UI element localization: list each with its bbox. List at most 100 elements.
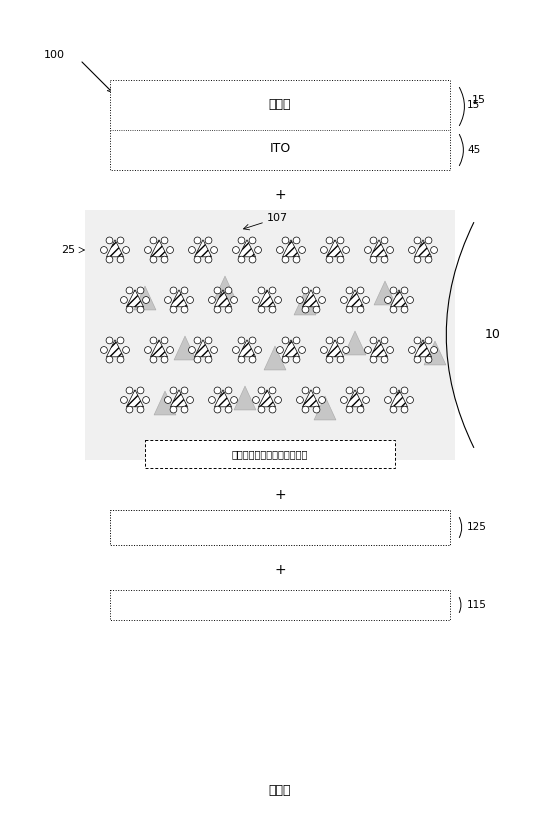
Circle shape bbox=[137, 287, 144, 294]
Polygon shape bbox=[371, 340, 387, 357]
Circle shape bbox=[401, 387, 408, 394]
Polygon shape bbox=[264, 346, 286, 370]
Circle shape bbox=[320, 246, 328, 253]
Circle shape bbox=[214, 306, 221, 313]
Circle shape bbox=[385, 397, 391, 403]
Circle shape bbox=[249, 237, 256, 244]
Circle shape bbox=[194, 237, 201, 244]
Circle shape bbox=[233, 347, 239, 353]
Circle shape bbox=[277, 347, 283, 353]
Circle shape bbox=[425, 237, 432, 244]
Circle shape bbox=[258, 287, 265, 294]
Circle shape bbox=[337, 337, 344, 344]
Circle shape bbox=[319, 296, 325, 303]
Circle shape bbox=[164, 397, 172, 403]
Circle shape bbox=[381, 256, 388, 263]
Circle shape bbox=[381, 337, 388, 344]
Circle shape bbox=[238, 237, 245, 244]
Circle shape bbox=[106, 237, 113, 244]
Circle shape bbox=[143, 397, 149, 403]
Circle shape bbox=[269, 406, 276, 413]
Circle shape bbox=[269, 387, 276, 394]
Circle shape bbox=[126, 306, 133, 313]
Polygon shape bbox=[154, 391, 176, 415]
Circle shape bbox=[167, 246, 173, 253]
Circle shape bbox=[150, 256, 157, 263]
Circle shape bbox=[430, 246, 438, 253]
Circle shape bbox=[150, 357, 157, 363]
Polygon shape bbox=[134, 286, 156, 310]
Circle shape bbox=[381, 237, 388, 244]
Polygon shape bbox=[391, 290, 408, 306]
Circle shape bbox=[269, 287, 276, 294]
Polygon shape bbox=[371, 240, 387, 257]
Circle shape bbox=[297, 296, 304, 303]
Circle shape bbox=[346, 306, 353, 313]
Circle shape bbox=[326, 337, 333, 344]
Circle shape bbox=[106, 357, 113, 363]
Circle shape bbox=[194, 256, 201, 263]
Circle shape bbox=[137, 387, 144, 394]
Circle shape bbox=[209, 296, 215, 303]
Circle shape bbox=[313, 306, 320, 313]
Polygon shape bbox=[107, 340, 124, 357]
Circle shape bbox=[363, 296, 369, 303]
Circle shape bbox=[277, 246, 283, 253]
Circle shape bbox=[214, 287, 221, 294]
Circle shape bbox=[302, 387, 309, 394]
Polygon shape bbox=[294, 291, 316, 315]
Circle shape bbox=[381, 357, 388, 363]
Circle shape bbox=[161, 237, 168, 244]
Circle shape bbox=[299, 347, 305, 353]
Circle shape bbox=[282, 337, 289, 344]
Circle shape bbox=[188, 246, 195, 253]
Circle shape bbox=[269, 306, 276, 313]
Circle shape bbox=[282, 256, 289, 263]
Circle shape bbox=[346, 287, 353, 294]
Circle shape bbox=[255, 347, 262, 353]
Text: 10: 10 bbox=[485, 328, 501, 342]
Circle shape bbox=[238, 357, 245, 363]
Circle shape bbox=[302, 287, 309, 294]
Circle shape bbox=[181, 387, 188, 394]
Circle shape bbox=[337, 357, 344, 363]
Circle shape bbox=[205, 256, 212, 263]
Circle shape bbox=[225, 306, 232, 313]
Circle shape bbox=[117, 337, 124, 344]
Circle shape bbox=[414, 337, 421, 344]
Text: 25: 25 bbox=[61, 245, 75, 255]
Polygon shape bbox=[415, 240, 432, 257]
Circle shape bbox=[390, 287, 397, 294]
Circle shape bbox=[313, 406, 320, 413]
Circle shape bbox=[346, 406, 353, 413]
Circle shape bbox=[340, 296, 347, 303]
Circle shape bbox=[253, 397, 259, 403]
Polygon shape bbox=[126, 290, 144, 306]
Circle shape bbox=[370, 237, 377, 244]
Circle shape bbox=[297, 397, 304, 403]
Text: 45: 45 bbox=[467, 145, 480, 155]
Circle shape bbox=[390, 406, 397, 413]
Text: ITO: ITO bbox=[269, 141, 291, 154]
Circle shape bbox=[343, 347, 349, 353]
Polygon shape bbox=[326, 340, 343, 357]
Circle shape bbox=[145, 347, 151, 353]
Polygon shape bbox=[170, 290, 187, 306]
Circle shape bbox=[126, 387, 133, 394]
Circle shape bbox=[101, 347, 107, 353]
Circle shape bbox=[170, 306, 177, 313]
Circle shape bbox=[253, 296, 259, 303]
Circle shape bbox=[357, 287, 364, 294]
Bar bbox=[110, 510, 450, 545]
Circle shape bbox=[181, 287, 188, 294]
Circle shape bbox=[370, 337, 377, 344]
Circle shape bbox=[299, 246, 305, 253]
Circle shape bbox=[293, 337, 300, 344]
Circle shape bbox=[150, 237, 157, 244]
Circle shape bbox=[409, 246, 415, 253]
Circle shape bbox=[390, 387, 397, 394]
Circle shape bbox=[425, 357, 432, 363]
Circle shape bbox=[194, 357, 201, 363]
Circle shape bbox=[364, 347, 371, 353]
Circle shape bbox=[258, 406, 265, 413]
